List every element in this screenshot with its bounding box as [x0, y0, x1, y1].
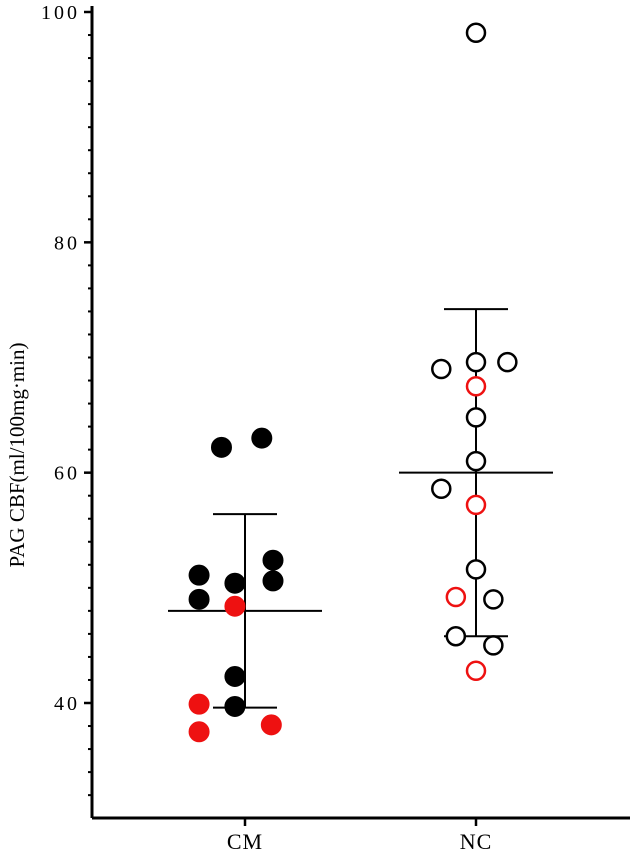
data-point-open	[465, 559, 487, 580]
x-axis-categories: CM NC	[227, 818, 493, 854]
y-axis-ticks: 40 60 80 100	[41, 2, 92, 797]
data-point-open	[465, 660, 487, 682]
data-point-filled	[188, 588, 210, 610]
x-category-label: CM	[227, 829, 263, 854]
data-point-open	[465, 351, 487, 373]
data-point-filled	[224, 572, 246, 594]
data-point-open	[431, 358, 452, 380]
data-point-open	[465, 376, 487, 397]
data-point-open	[465, 450, 487, 472]
x-category-label: NC	[460, 829, 493, 854]
data-point-open	[483, 635, 504, 656]
y-tick-label: 80	[54, 232, 80, 254]
y-tick-label: 60	[54, 463, 80, 485]
data-point-filled	[188, 721, 210, 743]
data-point-open	[465, 22, 487, 43]
y-tick-label: 100	[41, 2, 80, 24]
data-point-open	[465, 494, 487, 516]
data-point-open	[465, 407, 487, 428]
data-point-open	[483, 589, 504, 610]
data-point-filled	[262, 549, 284, 571]
data-point-filled	[224, 695, 246, 717]
data-point-open	[445, 586, 467, 608]
data-point-filled	[224, 666, 246, 688]
data-point-filled	[260, 714, 282, 736]
data-point-filled	[251, 427, 273, 449]
data-point-filled	[188, 564, 210, 586]
data-point-open	[497, 351, 518, 373]
data-point-open	[445, 625, 467, 647]
y-axis-title: PAG CBF(ml/100mg·min)	[5, 342, 29, 567]
data-point-filled	[224, 595, 246, 617]
data-point-open	[431, 478, 452, 500]
data-point-filled	[188, 693, 210, 715]
data-points	[188, 22, 518, 743]
y-tick-label: 40	[54, 693, 80, 715]
data-point-filled	[210, 436, 232, 458]
axes	[90, 6, 630, 820]
data-point-filled	[262, 570, 284, 592]
